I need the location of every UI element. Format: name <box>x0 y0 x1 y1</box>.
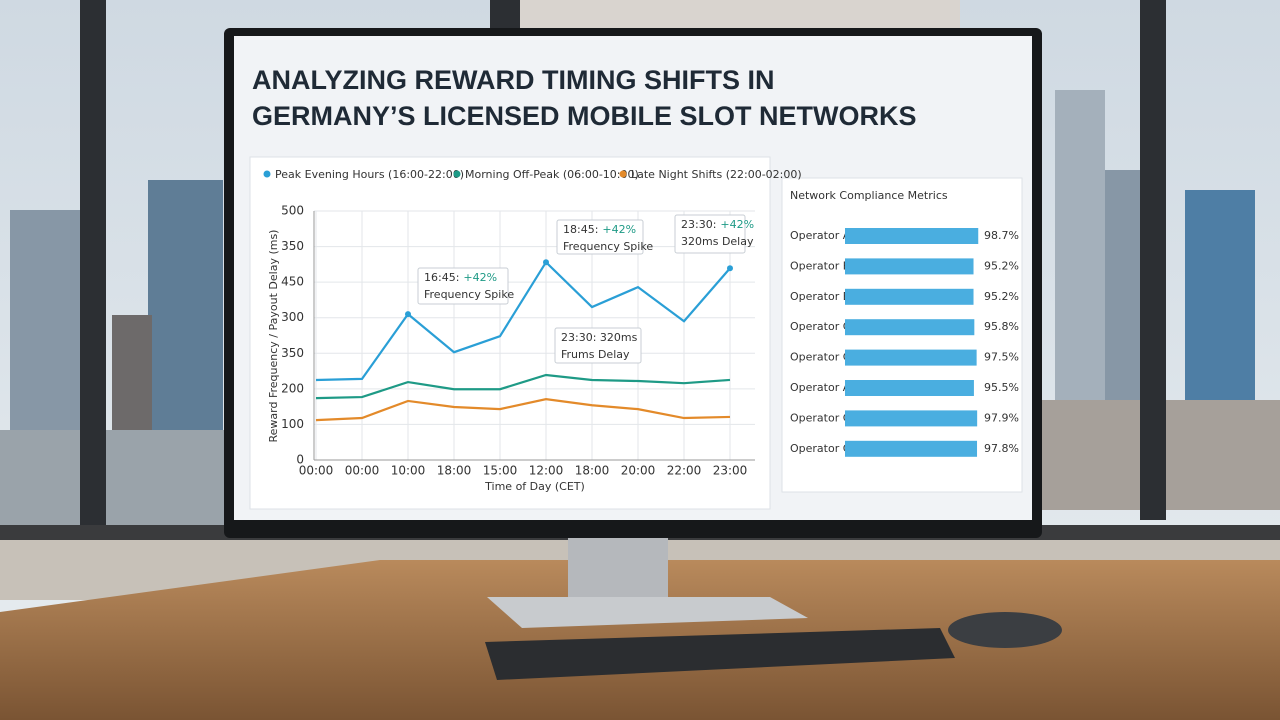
series-line <box>315 260 731 382</box>
y-tick-label: 300 <box>281 310 304 324</box>
x-tick-label: 12:00 <box>529 464 564 478</box>
keyboard <box>485 628 955 680</box>
bar <box>845 258 974 275</box>
annotation-box <box>556 219 644 255</box>
annotation-label: 23:30: <box>681 218 716 231</box>
legend-marker <box>619 170 627 178</box>
y-tick-label: 0 <box>296 453 304 467</box>
x-tick-label: 00:00 <box>299 464 334 478</box>
annotation-change: +42% <box>463 271 497 284</box>
annotation-change: +42% <box>720 218 754 231</box>
annotation-box <box>554 327 642 364</box>
value-label: 97.8% <box>984 442 1019 455</box>
metrics-title: Network Compliance Metrics <box>790 189 948 202</box>
annotation-change: +42% <box>602 223 636 236</box>
row-label: Operator B: <box>790 259 854 272</box>
value-label: 98.7% <box>984 229 1019 242</box>
row-label: Operator C: <box>790 351 854 364</box>
annotation-title: 23:30: 320ms <box>561 331 638 344</box>
annotation-label: 16:45: <box>424 271 459 284</box>
title-line: ANALYZING REWARD TIMING SHIFTS IN <box>252 65 775 95</box>
annotation-title: 23:30: +42% <box>681 218 754 231</box>
x-tick-label: 00:00 <box>345 464 380 478</box>
value-label: 97.9% <box>984 411 1019 424</box>
x-tick-label: 18:00 <box>437 464 472 478</box>
y-tick-label: 350 <box>281 239 304 253</box>
value-label: 95.5% <box>984 381 1019 394</box>
annotation-note: 320ms Delay <box>681 235 754 248</box>
bar <box>845 440 978 457</box>
row-label: Operator C: <box>790 442 854 455</box>
bar <box>845 410 978 427</box>
legend-label: Morning Off-Peak (06:00-10:00) <box>465 168 639 181</box>
bar <box>845 228 979 244</box>
x-tick-label: 20:00 <box>621 464 656 478</box>
y-tick-label: 100 <box>281 417 304 431</box>
x-tick-label: 10:00 <box>391 464 426 478</box>
row-label: Operator B: <box>790 290 854 303</box>
x-tick-label: 15:00 <box>483 464 518 478</box>
x-tick-label: 18:00 <box>575 464 610 478</box>
y-tick-label: 450 <box>281 275 304 289</box>
annotation-note: Frums Delay <box>561 348 630 361</box>
annotation-note: Frequency Spike <box>424 288 514 301</box>
stand-base <box>487 597 808 628</box>
legend-label: Peak Evening Hours (16:00-22:00) <box>275 168 464 181</box>
x-tick-label: 22:00 <box>667 464 702 478</box>
x-tick-label: 23:00 <box>713 464 748 478</box>
y-tick-label: 200 <box>281 381 304 395</box>
legend-marker <box>453 170 461 178</box>
annotation-point <box>405 311 411 318</box>
title-line: GERMANY’S LICENSED MOBILE SLOT NETWORKS <box>252 101 917 131</box>
mouse <box>948 612 1062 648</box>
value-label: 95.2% <box>984 290 1019 303</box>
value-label: 97.5% <box>984 351 1019 364</box>
series-line <box>315 398 731 422</box>
bar <box>845 380 974 396</box>
annotation-title: 18:45: +42% <box>563 223 636 236</box>
y-axis-label: Reward Frequency / Payout Delay (ms) <box>267 230 280 443</box>
annotation-box <box>674 214 746 254</box>
annotation-label: 23:30: 320ms <box>561 331 638 344</box>
value-label: 95.8% <box>984 320 1019 333</box>
legend-label: Late Night Shifts (22:00-02:00) <box>631 168 802 181</box>
series-line <box>315 373 731 400</box>
annotation-point <box>727 265 733 272</box>
annotation-note: Frequency Spike <box>563 240 653 253</box>
bar <box>845 288 974 305</box>
bar <box>845 349 977 366</box>
value-label: 95.2% <box>984 259 1019 272</box>
row-label: Operator C: <box>790 411 854 424</box>
row-label: Operator C: <box>790 320 854 333</box>
bar <box>845 319 975 336</box>
x-axis-label: Time of Day (CET) <box>484 480 585 493</box>
annotation-title: 16:45: +42% <box>424 271 497 284</box>
annotation-point <box>543 259 549 266</box>
chart-panel <box>249 156 771 510</box>
y-tick-label: 350 <box>281 346 304 360</box>
legend-marker <box>263 170 271 178</box>
y-tick-label: 500 <box>281 204 304 218</box>
annotation-label: 18:45: <box>563 223 598 236</box>
row-label: Operator A: <box>790 229 854 242</box>
row-label: Operator A: <box>790 381 854 394</box>
annotation-box <box>417 267 509 305</box>
city <box>0 90 1280 530</box>
